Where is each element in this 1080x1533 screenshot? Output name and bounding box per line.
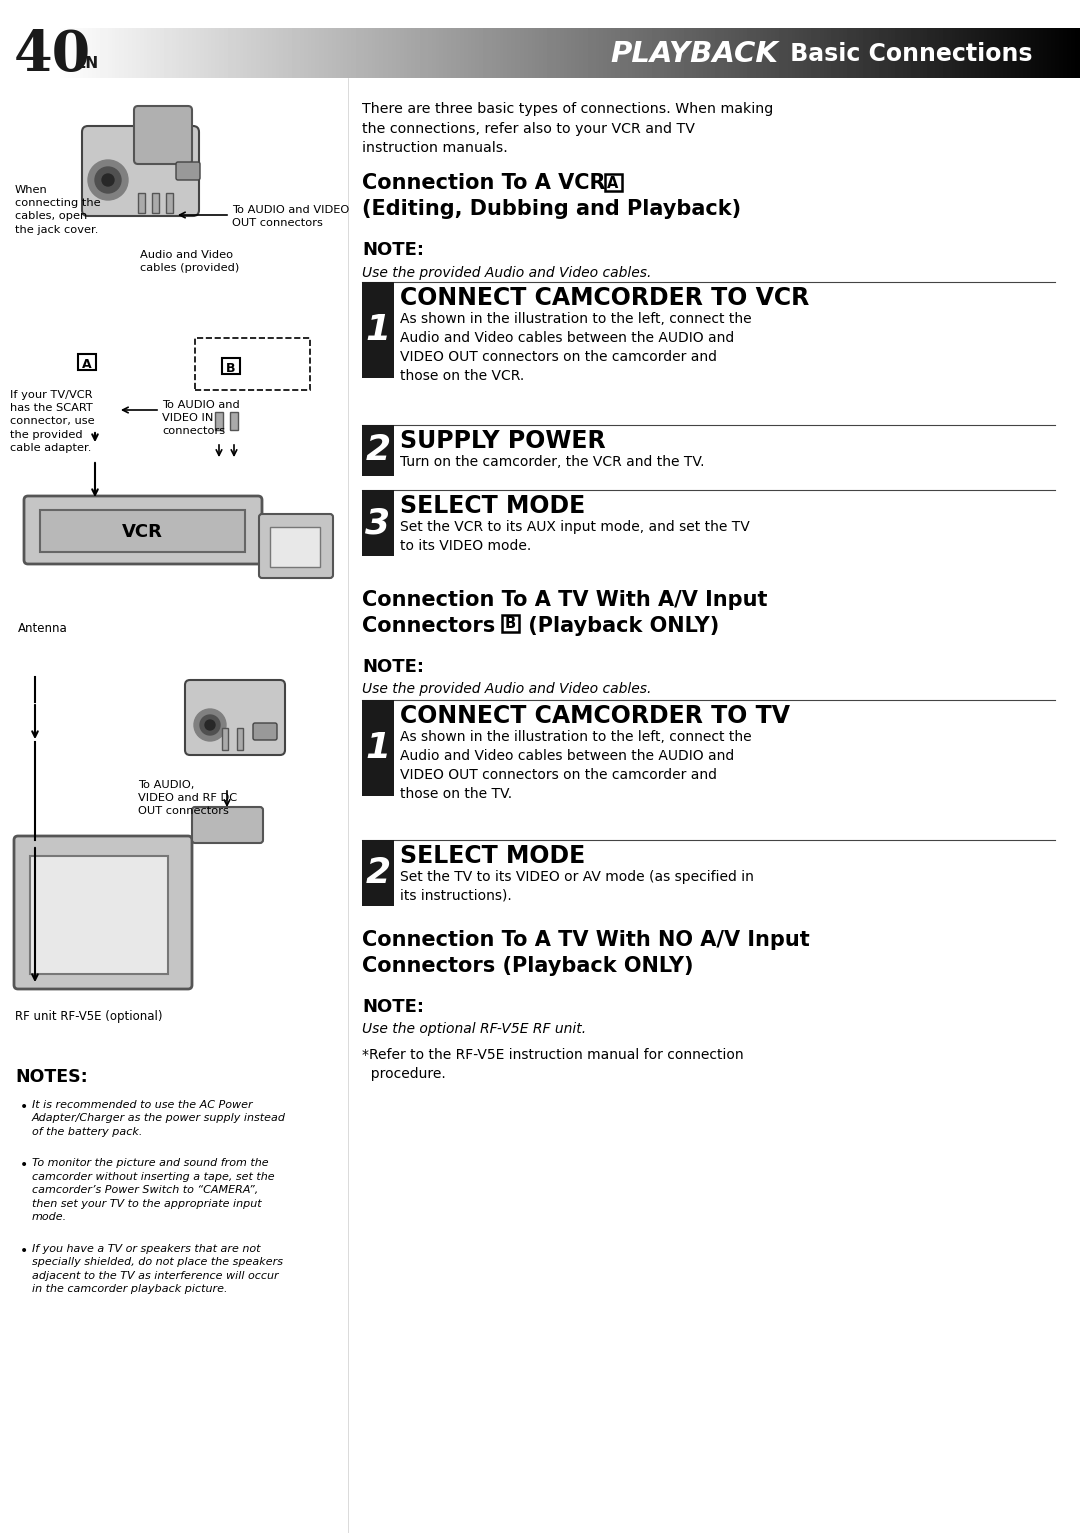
Text: Turn on the camcorder, the VCR and the TV.: Turn on the camcorder, the VCR and the T… (400, 455, 704, 469)
FancyBboxPatch shape (192, 806, 264, 843)
Text: NOTE:: NOTE: (362, 241, 424, 259)
Bar (78, 354, 96, 369)
Bar (215, 412, 222, 429)
FancyBboxPatch shape (14, 835, 192, 989)
Text: •: • (21, 1101, 28, 1114)
Text: A: A (607, 175, 619, 190)
Text: NOTE:: NOTE: (362, 658, 424, 676)
Bar (362, 491, 394, 556)
FancyBboxPatch shape (24, 497, 262, 564)
Text: 1: 1 (365, 313, 391, 346)
Text: NOTES:: NOTES: (15, 1069, 87, 1085)
FancyBboxPatch shape (259, 514, 333, 578)
Text: 2: 2 (365, 855, 391, 891)
Text: As shown in the illustration to the left, connect the
Audio and Video cables bet: As shown in the illustration to the left… (400, 730, 752, 800)
Text: Connection To A TV With A/V Input: Connection To A TV With A/V Input (362, 590, 768, 610)
Text: SELECT MODE: SELECT MODE (400, 494, 585, 518)
Bar (195, 337, 310, 389)
FancyBboxPatch shape (185, 681, 285, 754)
Text: PLAYBACK: PLAYBACK (610, 40, 778, 67)
Text: Basic Connections: Basic Connections (782, 41, 1032, 66)
Bar (40, 510, 245, 552)
Bar (222, 359, 240, 374)
Text: To AUDIO,
VIDEO and RF DC
OUT connectors: To AUDIO, VIDEO and RF DC OUT connectors (138, 780, 238, 817)
Bar (237, 728, 243, 750)
Text: SELECT MODE: SELECT MODE (400, 845, 585, 868)
Text: Set the TV to its VIDEO or AV mode (as specified in
its instructions).: Set the TV to its VIDEO or AV mode (as s… (400, 871, 754, 903)
FancyBboxPatch shape (134, 106, 192, 164)
Text: Connection To A TV With NO A/V Input: Connection To A TV With NO A/V Input (362, 931, 810, 950)
Bar (138, 193, 145, 213)
Bar (166, 193, 173, 213)
Bar (230, 412, 238, 429)
Text: B: B (504, 616, 515, 632)
Text: (Editing, Dubbing and Playback): (Editing, Dubbing and Playback) (362, 199, 741, 219)
Circle shape (102, 175, 114, 185)
Circle shape (205, 721, 215, 730)
Text: *Refer to the RF-V5E instruction manual for connection
  procedure.: *Refer to the RF-V5E instruction manual … (362, 1049, 744, 1081)
Bar (605, 175, 622, 192)
Text: VCR: VCR (122, 523, 162, 541)
Bar (152, 193, 159, 213)
Text: CONNECT CAMCORDER TO TV: CONNECT CAMCORDER TO TV (400, 704, 789, 728)
FancyBboxPatch shape (176, 162, 200, 179)
Bar (362, 701, 394, 796)
Circle shape (200, 714, 220, 734)
Text: Use the provided Audio and Video cables.: Use the provided Audio and Video cables. (362, 267, 651, 281)
Text: EN: EN (76, 57, 99, 72)
Text: It is recommended to use the AC Power
Adapter/Charger as the power supply instea: It is recommended to use the AC Power Ad… (32, 1101, 286, 1137)
Circle shape (87, 159, 129, 199)
Bar (362, 840, 394, 906)
Text: SUPPLY POWER: SUPPLY POWER (400, 429, 606, 452)
Text: 1: 1 (365, 731, 391, 765)
FancyBboxPatch shape (253, 724, 276, 740)
Text: When
connecting the
cables, open
the jack cover.: When connecting the cables, open the jac… (15, 185, 100, 235)
Circle shape (194, 708, 226, 740)
Text: •: • (21, 1243, 28, 1259)
Bar (502, 615, 519, 632)
Bar (270, 527, 320, 567)
Text: Use the provided Audio and Video cables.: Use the provided Audio and Video cables. (362, 682, 651, 696)
Text: There are three basic types of connections. When making
the connections, refer a: There are three basic types of connectio… (362, 103, 773, 155)
Text: Connection To A VCR: Connection To A VCR (362, 173, 612, 193)
Text: (Playback ONLY): (Playback ONLY) (521, 616, 719, 636)
Text: Antenna: Antenna (18, 622, 68, 635)
Text: 2: 2 (365, 434, 391, 468)
Bar (222, 728, 228, 750)
Text: To AUDIO and
VIDEO IN
connectors: To AUDIO and VIDEO IN connectors (162, 400, 240, 437)
Bar (362, 282, 394, 379)
Text: To monitor the picture and sound from the
camcorder without inserting a tape, se: To monitor the picture and sound from th… (32, 1159, 274, 1222)
Text: Use the optional RF-V5E RF unit.: Use the optional RF-V5E RF unit. (362, 1023, 586, 1036)
Text: Audio and Video
cables (provided): Audio and Video cables (provided) (140, 250, 240, 273)
Text: To AUDIO and VIDEO
OUT connectors: To AUDIO and VIDEO OUT connectors (232, 205, 349, 228)
Text: Connectors (Playback ONLY): Connectors (Playback ONLY) (362, 957, 693, 977)
Text: 40: 40 (14, 28, 91, 83)
Text: A: A (82, 357, 92, 371)
Bar (30, 855, 168, 973)
Text: If you have a TV or speakers that are not
specially shielded, do not place the s: If you have a TV or speakers that are no… (32, 1243, 283, 1294)
Text: •: • (21, 1159, 28, 1173)
Text: Set the VCR to its AUX input mode, and set the TV
to its VIDEO mode.: Set the VCR to its AUX input mode, and s… (400, 520, 750, 553)
Text: As shown in the illustration to the left, connect the
Audio and Video cables bet: As shown in the illustration to the left… (400, 313, 752, 383)
FancyBboxPatch shape (82, 126, 199, 216)
Text: If your TV/VCR
has the SCART
connector, use
the provided
cable adapter.: If your TV/VCR has the SCART connector, … (10, 389, 95, 452)
Text: B: B (226, 362, 235, 374)
Bar (362, 425, 394, 477)
Text: 3: 3 (365, 506, 391, 540)
Text: CONNECT CAMCORDER TO VCR: CONNECT CAMCORDER TO VCR (400, 287, 809, 310)
Circle shape (95, 167, 121, 193)
Text: NOTE:: NOTE: (362, 998, 424, 1016)
Text: RF unit RF-V5E (optional): RF unit RF-V5E (optional) (15, 1010, 162, 1023)
Text: Connectors: Connectors (362, 616, 502, 636)
